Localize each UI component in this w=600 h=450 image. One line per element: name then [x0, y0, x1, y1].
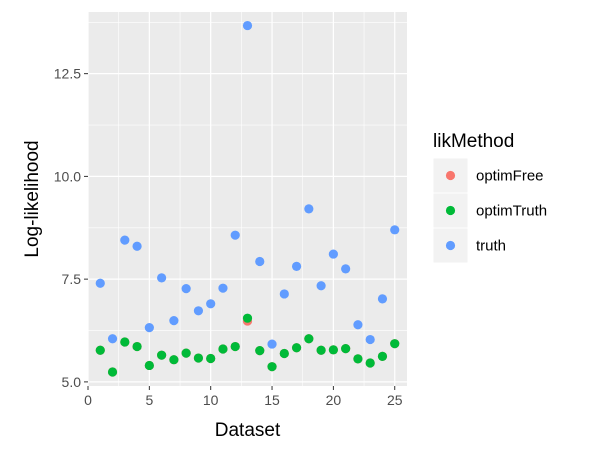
point-truth: [193, 306, 204, 316]
point-truth: [365, 334, 375, 345]
legend-marker-optimFree: [445, 170, 456, 181]
point-optimTruth: [304, 334, 314, 344]
point-optimTruth: [267, 362, 277, 372]
point-optimTruth: [95, 345, 105, 355]
point-truth: [95, 278, 105, 288]
point-truth: [377, 294, 388, 304]
data-points: [95, 20, 400, 377]
legend-label-optimFree: optimFree: [476, 168, 544, 185]
point-truth: [267, 339, 277, 349]
y-tick-label: 10.0: [54, 168, 81, 184]
x-tick-label: 10: [203, 392, 219, 408]
point-truth: [353, 320, 363, 330]
point-optimTruth: [193, 353, 204, 363]
point-optimTruth: [181, 348, 191, 358]
point-truth: [279, 289, 289, 299]
point-optimTruth: [341, 344, 351, 354]
y-tick-label: 5.0: [62, 374, 82, 390]
point-truth: [120, 235, 130, 245]
point-optimTruth: [132, 341, 142, 352]
x-tick-label: 25: [387, 392, 403, 408]
point-truth: [206, 299, 216, 309]
point-truth: [304, 204, 314, 214]
legend-label-optimTruth: optimTruth: [476, 203, 547, 220]
axes: 0 5 10 15 20 25 5.0 7.5 10.0 12.5: [54, 66, 403, 408]
y-tick-label: 12.5: [54, 66, 81, 82]
point-optimTruth: [316, 345, 326, 355]
point-truth: [341, 264, 351, 274]
y-tick-label: 7.5: [62, 271, 82, 287]
point-truth: [255, 256, 265, 267]
y-axis-title: Log-likelihood: [22, 140, 43, 257]
point-truth: [169, 316, 179, 326]
point-truth: [230, 230, 240, 240]
point-truth: [144, 323, 154, 333]
point-optimTruth: [255, 346, 265, 356]
point-optimTruth: [328, 345, 338, 355]
point-optimTruth: [390, 339, 400, 349]
point-optimTruth: [377, 351, 388, 362]
point-optimTruth: [291, 343, 302, 353]
legend-marker-optimTruth: [445, 205, 456, 216]
point-truth: [132, 241, 142, 251]
point-optimTruth: [353, 354, 363, 364]
point-optimTruth: [230, 341, 240, 352]
x-tick-label: 15: [264, 392, 280, 408]
point-truth: [316, 281, 326, 291]
point-optimTruth: [206, 353, 216, 364]
x-tick-label: 0: [84, 392, 92, 408]
point-optimTruth: [144, 360, 154, 371]
legend-marker-truth: [445, 240, 456, 251]
x-axis-title: Dataset: [215, 420, 281, 441]
point-optimTruth: [169, 355, 179, 365]
point-truth: [390, 225, 400, 235]
point-optimTruth: [242, 313, 253, 323]
major-grid: [87, 12, 407, 386]
point-truth: [107, 334, 118, 344]
point-truth: [218, 283, 228, 293]
point-optimTruth: [107, 367, 118, 377]
point-optimTruth: [120, 337, 130, 347]
point-truth: [328, 249, 338, 259]
x-tick-label: 5: [145, 392, 153, 408]
point-optimTruth: [279, 348, 289, 359]
legend-label-truth: truth: [476, 238, 506, 255]
panel-background: [88, 12, 407, 386]
point-optimTruth: [365, 358, 375, 368]
point-truth: [242, 20, 253, 31]
point-optimTruth: [218, 344, 228, 354]
point-optimTruth: [157, 350, 167, 360]
point-truth: [291, 261, 302, 272]
point-truth: [181, 283, 191, 294]
point-truth: [157, 273, 167, 283]
legend: likMethod optimFree optimTruth truth: [432, 131, 547, 264]
x-tick-label: 20: [326, 392, 342, 408]
legend-title: likMethod: [433, 131, 514, 152]
